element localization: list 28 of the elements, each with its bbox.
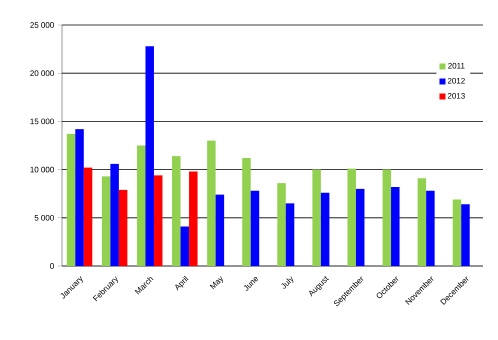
- bar: [84, 168, 92, 266]
- bar: [426, 190, 435, 266]
- bar: [136, 146, 146, 266]
- bar: [250, 190, 260, 266]
- bar: [277, 183, 286, 266]
- bar: [154, 175, 162, 266]
- bar: [418, 178, 426, 266]
- bar: [312, 170, 321, 266]
- bar: [216, 194, 224, 266]
- bar: [391, 186, 400, 266]
- bar: [382, 170, 392, 266]
- bar: [461, 204, 470, 266]
- bar: [172, 156, 181, 266]
- bar: [75, 129, 84, 266]
- bar: [452, 199, 462, 266]
- bar: [180, 226, 190, 266]
- bar: [118, 190, 128, 266]
- bar: [286, 203, 294, 266]
- bar: [66, 134, 76, 266]
- bar: [207, 140, 216, 266]
- bar: [102, 176, 110, 266]
- bar: [356, 188, 364, 266]
- bar: [320, 192, 330, 266]
- bar: [347, 168, 356, 266]
- bar: [242, 158, 251, 266]
- bar: [189, 172, 198, 266]
- bar: [110, 164, 119, 266]
- bar: [145, 46, 154, 266]
